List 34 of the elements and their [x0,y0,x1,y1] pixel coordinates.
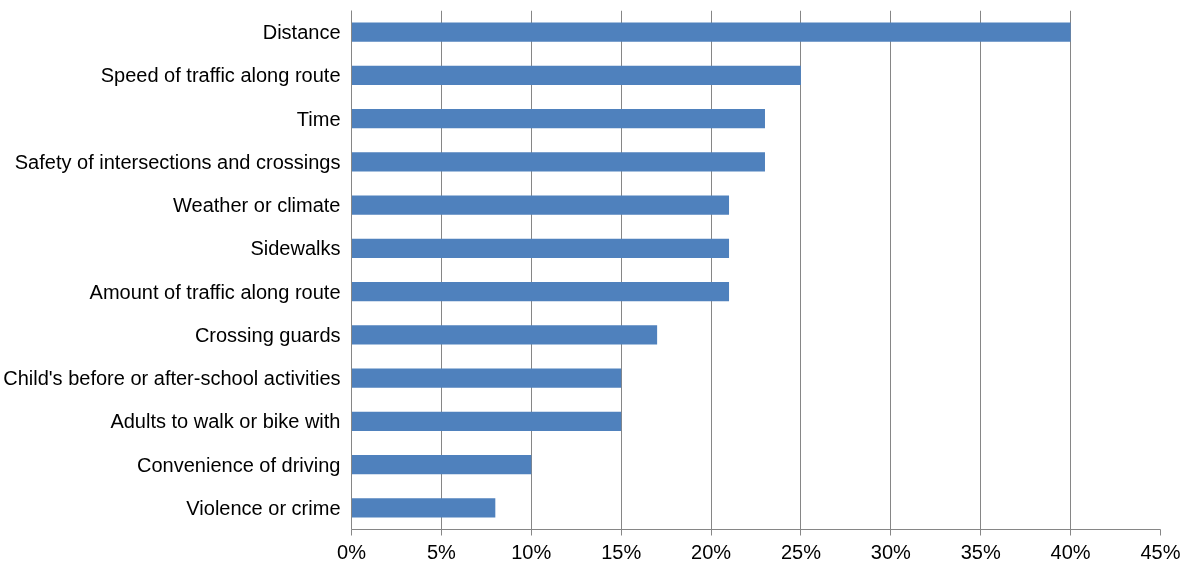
y-tick-label: Amount of traffic along route [89,280,341,303]
bar [351,238,730,259]
y-tick-label: Sidewalks [250,237,341,260]
bar [351,411,622,432]
bar [351,108,765,129]
y-tick-label: Safety of intersections and crossings [14,150,341,173]
bar [351,152,765,172]
bar [351,195,730,215]
bar [351,498,496,518]
y-tick-label: Convenience of driving [137,453,341,476]
x-tick-label: 15% [601,540,642,563]
y-tick-label: Violence or crime [186,496,341,519]
bar [351,368,622,388]
x-tick-label: 35% [960,540,1001,563]
bar [351,281,730,302]
x-tick-label: 0% [337,540,367,563]
y-tick-label: Crossing guards [194,323,341,346]
x-tick-label: 25% [780,540,822,563]
x-tick-label: 45% [1140,540,1181,563]
x-tick-label: 20% [691,540,732,563]
x-tick-label: 40% [1050,540,1091,563]
y-tick-label: Weather or climate [173,194,341,217]
y-tick-label: Speed of traffic along route [100,64,341,87]
x-tick-label: 30% [870,540,912,563]
y-tick-label: Distance [262,21,341,44]
bar [351,65,801,86]
bar [351,454,532,475]
y-tick-label: Adults to walk or bike with [110,410,341,433]
y-tick-label: Child's before or after-school activities [3,367,341,390]
x-tick-label: 10% [511,540,552,563]
y-tick-label: Time [296,107,341,130]
bar [351,325,658,345]
x-tick-label: 5% [426,540,457,563]
bar [351,22,1071,42]
